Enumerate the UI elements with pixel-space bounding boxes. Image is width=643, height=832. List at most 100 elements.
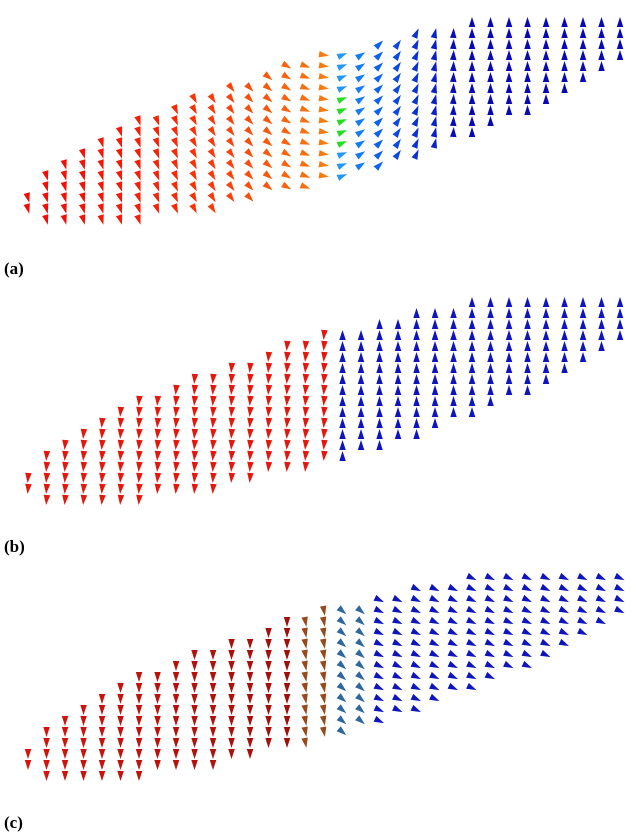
cone xyxy=(207,170,216,181)
cone xyxy=(376,352,383,362)
cone xyxy=(505,28,513,38)
cone xyxy=(595,594,606,603)
cone xyxy=(429,682,440,691)
cone xyxy=(244,181,254,191)
cone xyxy=(413,374,420,384)
cone xyxy=(301,693,308,704)
cone xyxy=(487,61,494,71)
cone xyxy=(134,126,141,137)
cone xyxy=(152,137,160,148)
cone xyxy=(225,93,235,103)
cone xyxy=(99,472,106,483)
cone xyxy=(265,439,273,450)
cone xyxy=(430,50,437,61)
cone xyxy=(355,660,365,670)
cone xyxy=(299,160,311,167)
cone xyxy=(209,716,217,726)
cone xyxy=(80,771,87,781)
cone xyxy=(299,171,311,178)
cone xyxy=(373,150,384,160)
cone xyxy=(299,83,311,90)
cone xyxy=(191,384,199,395)
cone xyxy=(355,129,366,138)
cone xyxy=(228,749,235,759)
cone xyxy=(616,297,624,307)
cone xyxy=(210,439,217,450)
cone xyxy=(598,28,605,38)
cone xyxy=(450,39,457,50)
cone xyxy=(505,94,513,104)
cone xyxy=(524,330,531,340)
cone xyxy=(210,384,217,395)
cone xyxy=(136,461,143,472)
cone xyxy=(357,418,365,428)
cone xyxy=(540,616,551,625)
cone xyxy=(450,127,457,138)
cone xyxy=(468,297,476,307)
cone xyxy=(484,594,495,603)
cone xyxy=(60,203,67,214)
cone xyxy=(336,152,348,159)
cone xyxy=(339,385,346,395)
cone xyxy=(115,148,123,159)
cone xyxy=(410,594,421,603)
cone xyxy=(299,182,311,189)
cone xyxy=(447,649,458,658)
cone xyxy=(97,159,104,170)
cone xyxy=(97,137,104,148)
cone xyxy=(373,161,384,171)
cone xyxy=(614,605,625,614)
cone xyxy=(450,105,457,116)
cone xyxy=(134,148,141,159)
cone xyxy=(283,683,291,693)
cone xyxy=(598,319,605,329)
cone xyxy=(25,483,32,494)
cone xyxy=(616,28,624,38)
cone xyxy=(262,137,273,147)
cone xyxy=(115,181,123,192)
cone xyxy=(466,660,477,669)
cone xyxy=(505,17,513,27)
cone xyxy=(450,341,457,351)
cone xyxy=(265,661,272,671)
cone xyxy=(60,181,67,192)
cone xyxy=(265,362,273,373)
cone xyxy=(394,374,402,384)
cone xyxy=(524,94,531,104)
cone xyxy=(115,170,123,181)
cone xyxy=(468,352,476,362)
cone xyxy=(579,319,587,329)
cone xyxy=(373,671,384,680)
cone xyxy=(299,127,311,134)
cone xyxy=(191,716,198,726)
cone xyxy=(505,385,513,395)
cone xyxy=(524,83,531,93)
cone xyxy=(134,115,141,126)
cone xyxy=(413,308,420,318)
cone xyxy=(561,50,568,60)
cone xyxy=(154,461,162,472)
cone xyxy=(246,749,254,759)
cone xyxy=(171,148,178,159)
cone xyxy=(209,705,217,715)
cone xyxy=(283,628,291,638)
cone xyxy=(210,483,217,494)
cone xyxy=(505,83,513,93)
cone xyxy=(579,39,587,49)
cone xyxy=(540,572,551,581)
cone xyxy=(318,51,329,58)
cone xyxy=(319,726,327,737)
cone xyxy=(23,203,30,214)
cone xyxy=(265,705,272,715)
cone xyxy=(466,682,477,691)
cone xyxy=(281,170,292,179)
cone xyxy=(487,330,494,340)
cone xyxy=(301,649,308,660)
cone xyxy=(154,483,162,494)
cone xyxy=(413,418,420,428)
cone xyxy=(283,694,291,704)
cone xyxy=(301,627,308,638)
cone xyxy=(262,181,273,191)
cone xyxy=(336,108,348,115)
cone xyxy=(247,472,254,483)
